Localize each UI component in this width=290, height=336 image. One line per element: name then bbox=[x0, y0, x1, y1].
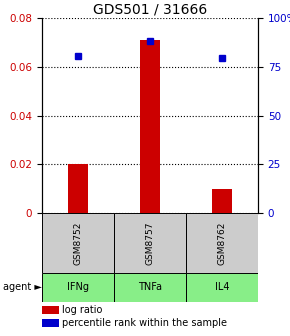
Text: IFNg: IFNg bbox=[67, 283, 89, 293]
Text: TNFa: TNFa bbox=[138, 283, 162, 293]
Bar bbox=[186, 213, 258, 273]
Text: GSM8762: GSM8762 bbox=[218, 221, 226, 265]
Bar bbox=[212, 188, 232, 213]
Text: agent ►: agent ► bbox=[3, 283, 42, 293]
Bar bbox=[114, 213, 186, 273]
Bar bbox=[114, 273, 186, 302]
Bar bbox=[186, 273, 258, 302]
Bar bbox=[42, 213, 114, 273]
Bar bbox=[140, 40, 160, 213]
Text: percentile rank within the sample: percentile rank within the sample bbox=[62, 318, 227, 328]
Text: GSM8757: GSM8757 bbox=[146, 221, 155, 265]
Bar bbox=[42, 273, 114, 302]
Text: GSM8752: GSM8752 bbox=[73, 221, 82, 265]
Text: log ratio: log ratio bbox=[62, 305, 103, 315]
Text: IL4: IL4 bbox=[215, 283, 229, 293]
Title: GDS501 / 31666: GDS501 / 31666 bbox=[93, 3, 207, 17]
Bar bbox=[68, 164, 88, 213]
